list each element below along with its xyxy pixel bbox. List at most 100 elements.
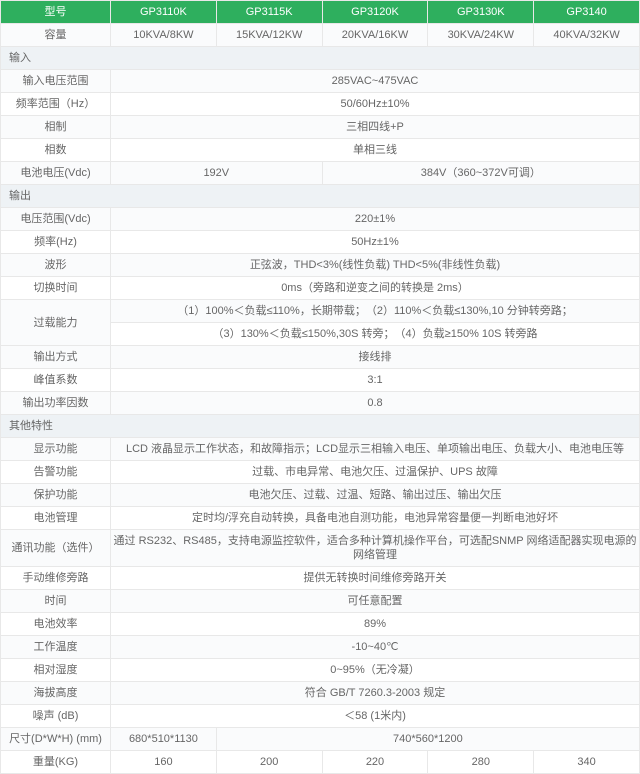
val: LCD 液晶显示工作状态，和故障指示；LCD显示三相输入电压、单项输出电压、负载… [111,438,640,461]
row-battery-mgmt: 电池管理 定时均/浮充自动转换，具备电池自测功能，电池异常容量便一判断电池好坏 [1,507,640,530]
lbl: 相制 [1,116,111,139]
lbl: 切换时间 [1,277,111,300]
val: ＜58 (1米内) [111,705,640,728]
val: 定时均/浮充自动转换，具备电池自测功能，电池异常容量便一判断电池好坏 [111,507,640,530]
val: 50/60Hz±10% [111,93,640,116]
lbl: 尺寸(D*W*H) (mm) [1,728,111,751]
lbl: 电池管理 [1,507,111,530]
row-capacity: 容量 10KVA/8KW 15KVA/12KW 20KVA/16KW 30KVA… [1,24,640,47]
val: 30KVA/24KW [428,24,534,47]
lbl: 电池电压(Vdc) [1,162,111,185]
col-gp3110k: GP3110K [111,1,217,24]
val: 电池欠压、过载、过温、短路、输出过压、输出欠压 [111,484,640,507]
val: 10KVA/8KW [111,24,217,47]
row-overload-1: 过载能力 （1）100%＜负载≤110%，长期带载； （2）110%＜负载≤13… [1,300,640,323]
lbl: 相对湿度 [1,659,111,682]
row-protection: 保护功能 电池欠压、过载、过温、短路、输出过压、输出欠压 [1,484,640,507]
val: 0.8 [111,392,640,415]
section-output: 输出 [1,185,640,208]
val: 可任意配置 [111,590,640,613]
lbl: 重量(KG) [1,751,111,774]
col-gp3130k: GP3130K [428,1,534,24]
row-crest-factor: 峰值系数 3:1 [1,369,640,392]
row-alarm: 告警功能 过载、市电异常、电池欠压、过温保护、UPS 故障 [1,461,640,484]
val: 220±1% [111,208,640,231]
val: 提供无转换时间维修旁路开关 [111,567,640,590]
row-output-freq: 频率(Hz) 50Hz±1% [1,231,640,254]
row-efficiency: 电池效率 89% [1,613,640,636]
row-output-voltage: 电压范围(Vdc) 220±1% [1,208,640,231]
lbl: 相数 [1,139,111,162]
val: 200 [216,751,322,774]
val: 384V（360~372V可调） [322,162,639,185]
val: 3:1 [111,369,640,392]
lbl: 噪声 (dB) [1,705,111,728]
lbl: 工作温度 [1,636,111,659]
row-transfer-time: 切换时间 0ms（旁路和逆变之间的转换是 2ms） [1,277,640,300]
section-other: 其他特性 [1,415,640,438]
val: -10~40℃ [111,636,640,659]
val: 680*510*1130 [111,728,217,751]
val: 0~95%（无冷凝） [111,659,640,682]
val: 15KVA/12KW [216,24,322,47]
row-output-mode: 输出方式 接线排 [1,346,640,369]
row-size: 尺寸(D*W*H) (mm) 680*510*1130 740*560*1200 [1,728,640,751]
row-power-factor: 输出功率因数 0.8 [1,392,640,415]
row-waveform: 波形 正弦波，THD<3%(线性负载) THD<5%(非线性负载) [1,254,640,277]
val: 0ms（旁路和逆变之间的转换是 2ms） [111,277,640,300]
lbl: 过载能力 [1,300,111,346]
header-row: 型号 GP3110K GP3115K GP3120K GP3130K GP314… [1,1,640,24]
lbl: 显示功能 [1,438,111,461]
val: 740*560*1200 [216,728,639,751]
val: 50Hz±1% [111,231,640,254]
col-gp3115k: GP3115K [216,1,322,24]
lbl: 输入电压范围 [1,70,111,93]
lbl: 频率范围（Hz） [1,93,111,116]
row-time: 时间 可任意配置 [1,590,640,613]
val: 40KVA/32KW [534,24,640,47]
lbl: 海拔高度 [1,682,111,705]
val: 接线排 [111,346,640,369]
val: 280 [428,751,534,774]
val: 285VAC~475VAC [111,70,640,93]
val: 192V [111,162,323,185]
val: （3）130%＜负载≤150%,30S 转旁； （4）负载≥150% 10S 转… [111,323,640,346]
row-humidity: 相对湿度 0~95%（无冷凝） [1,659,640,682]
row-input-voltage: 输入电压范围 285VAC~475VAC [1,70,640,93]
lbl: 输出方式 [1,346,111,369]
val: 20KVA/16KW [322,24,428,47]
val: 340 [534,751,640,774]
row-weight: 重量(KG) 160 200 220 280 340 [1,751,640,774]
val: 单相三线 [111,139,640,162]
val: 过载、市电异常、电池欠压、过温保护、UPS 故障 [111,461,640,484]
val: 符合 GB/T 7260.3-2003 规定 [111,682,640,705]
lbl: 通讯功能（选件） [1,530,111,567]
lbl: 频率(Hz) [1,231,111,254]
row-altitude: 海拔高度 符合 GB/T 7260.3-2003 规定 [1,682,640,705]
row-comm: 通讯功能（选件） 通过 RS232、RS485，支持电源监控软件，适合多种计算机… [1,530,640,567]
row-freq-range: 频率范围（Hz） 50/60Hz±10% [1,93,640,116]
col-gp3140: GP3140 [534,1,640,24]
lbl: 时间 [1,590,111,613]
lbl-capacity: 容量 [1,24,111,47]
lbl: 峰值系数 [1,369,111,392]
lbl: 告警功能 [1,461,111,484]
lbl: 电池效率 [1,613,111,636]
row-display: 显示功能 LCD 液晶显示工作状态，和故障指示；LCD显示三相输入电压、单项输出… [1,438,640,461]
val: （1）100%＜负载≤110%，长期带载； （2）110%＜负载≤130%,10… [111,300,640,323]
val: 三相四线+P [111,116,640,139]
lbl: 电压范围(Vdc) [1,208,111,231]
row-phase-count: 相数 单相三线 [1,139,640,162]
row-noise: 噪声 (dB) ＜58 (1米内) [1,705,640,728]
val: 160 [111,751,217,774]
lbl: 保护功能 [1,484,111,507]
val: 正弦波，THD<3%(线性负载) THD<5%(非线性负载) [111,254,640,277]
lbl: 波形 [1,254,111,277]
row-manual-bypass: 手动维修旁路 提供无转换时间维修旁路开关 [1,567,640,590]
lbl: 手动维修旁路 [1,567,111,590]
col-gp3120k: GP3120K [322,1,428,24]
row-battery-voltage: 电池电压(Vdc) 192V 384V（360~372V可调） [1,162,640,185]
spec-table: 型号 GP3110K GP3115K GP3120K GP3130K GP314… [0,0,640,774]
lbl: 输出功率因数 [1,392,111,415]
section-input: 输入 [1,47,640,70]
